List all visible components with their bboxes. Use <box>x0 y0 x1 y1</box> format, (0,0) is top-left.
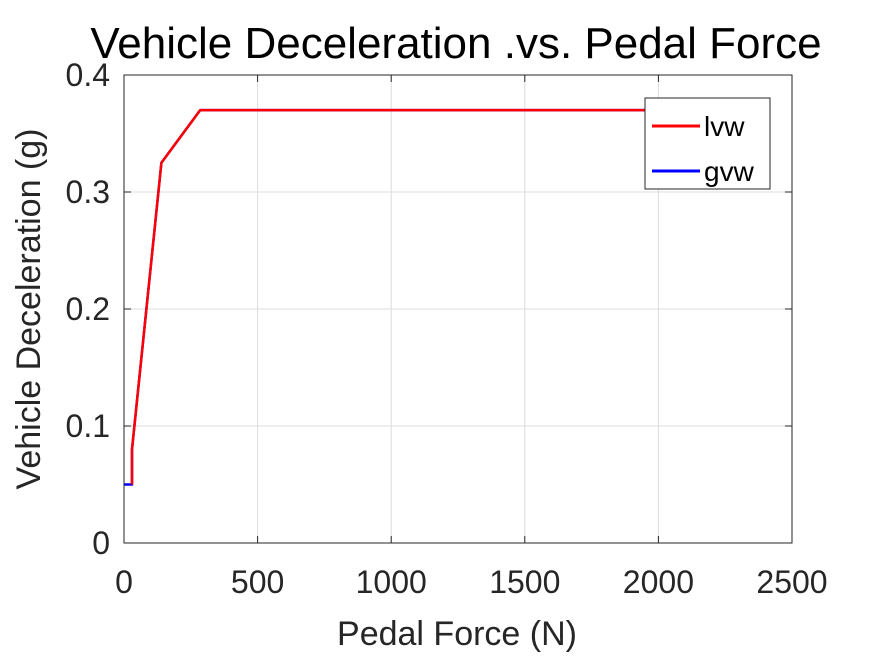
x-tick-label: 1000 <box>356 564 427 600</box>
x-tick-label: 1500 <box>489 564 560 600</box>
y-tick-label: 0.3 <box>66 174 110 210</box>
series-line-lvw <box>130 108 659 485</box>
x-tick-label: 2000 <box>623 564 694 600</box>
legend-box <box>644 97 771 190</box>
y-tick-label: 0 <box>92 525 110 561</box>
x-tick-labels: 0 500 1000 1500 2000 2500 <box>115 564 827 600</box>
y-axis-label: Vehicle Deceleration (g) <box>10 129 48 490</box>
x-tick-label: 500 <box>231 564 284 600</box>
y-tick-labels: 0 0.1 0.2 0.3 0.4 <box>66 57 110 561</box>
x-tick-label: 0 <box>115 564 133 600</box>
ticks <box>123 74 793 544</box>
legend-label-lvw: lvw <box>704 111 745 142</box>
legend-label-gvw: gvw <box>704 156 755 187</box>
legend: lvw gvw <box>644 97 771 190</box>
y-tick-label: 0.1 <box>66 408 110 444</box>
x-axis-label: Pedal Force (N) <box>337 615 577 653</box>
x-tick-label: 2500 <box>756 564 827 600</box>
y-tick-label: 0.2 <box>66 291 110 327</box>
y-tick-label: 0.4 <box>66 57 110 93</box>
series-group <box>124 108 659 486</box>
chart-title: Vehicle Deceleration .vs. Pedal Force <box>90 19 821 68</box>
